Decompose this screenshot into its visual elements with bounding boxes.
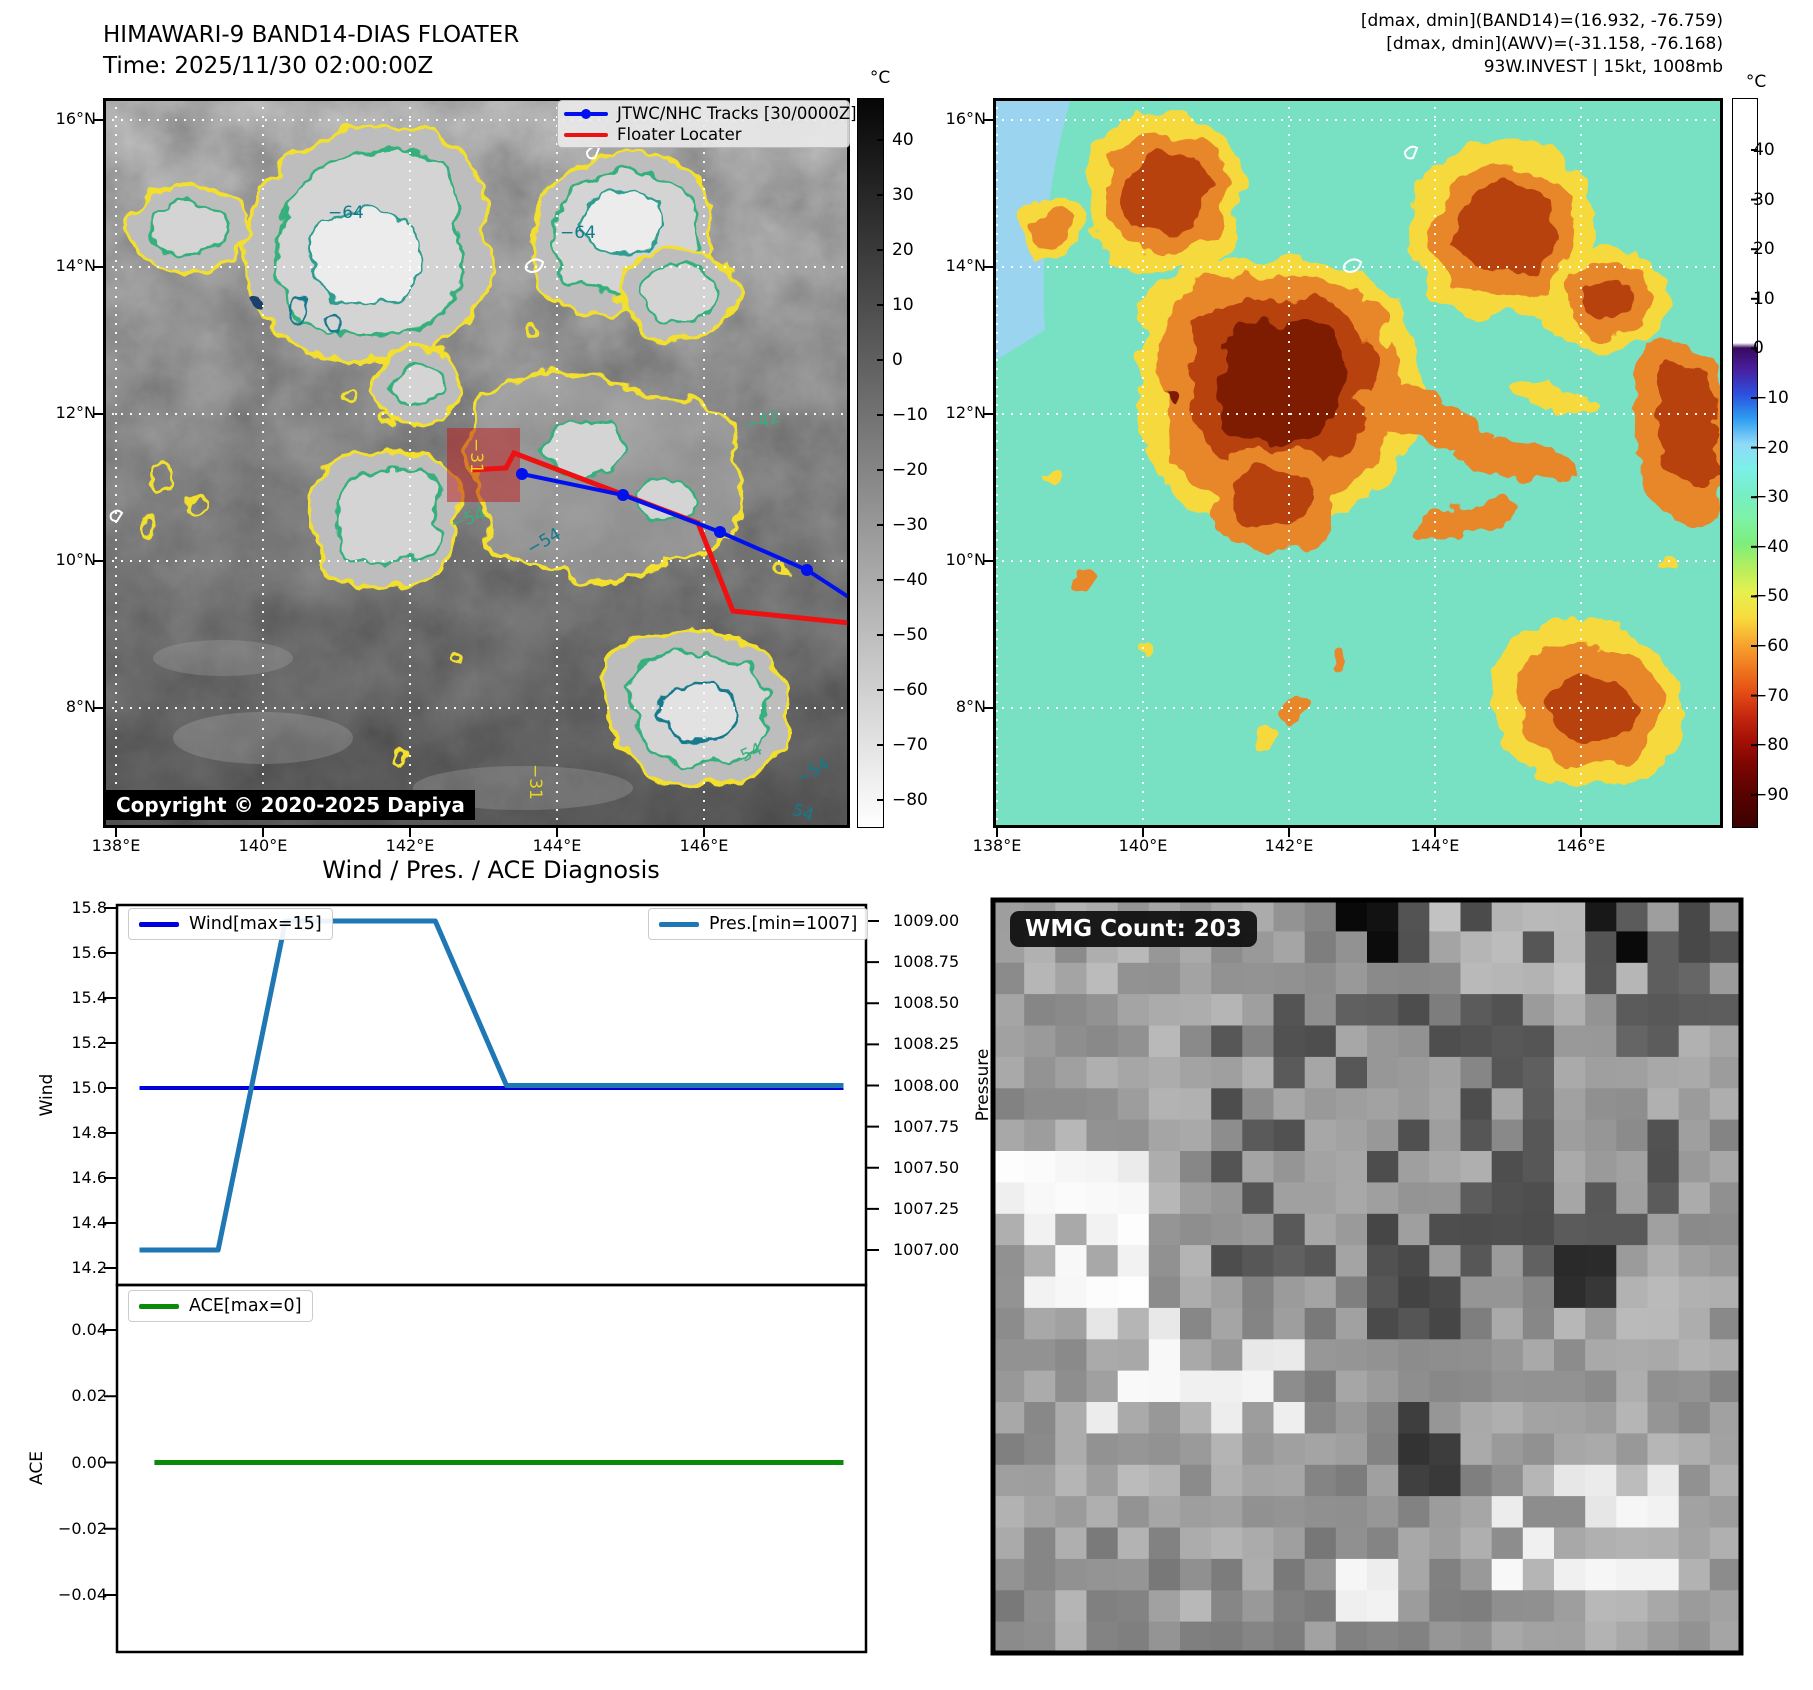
floater-locater-track [470, 449, 850, 626]
right-satellite-map [993, 98, 1723, 828]
jtwc-nhc-track [516, 468, 850, 600]
wind-swatch-icon [139, 921, 179, 927]
wmg-pixel-image [993, 900, 1742, 1654]
ace-axes [115, 1283, 868, 1654]
left-colorbar-unit: °C [869, 68, 891, 88]
copyright-label: Copyright © 2020-2025 Dapiya [106, 790, 475, 820]
left-map-border [103, 98, 850, 828]
ace-axis-label: ACE [27, 1451, 47, 1485]
right-map-header-line3: 93W.INVEST | 15kt, 1008mb [1483, 57, 1723, 77]
legend-row-jtwc-tracks: JTWC/NHC Tracks [30/0000Z] [564, 103, 857, 124]
diagnosis-chart-title: Wind / Pres. / ACE Diagnosis [322, 856, 660, 884]
legend-row-floater: Floater Locater [564, 124, 843, 145]
pressure-legend: Pres.[min=1007] [648, 908, 869, 940]
wind-pressure-axes [115, 903, 868, 1287]
pressure-swatch-icon [659, 921, 699, 927]
floater-swatch-icon [564, 128, 608, 142]
wind-legend: Wind[max=15] [128, 908, 333, 940]
left-map-title: HIMAWARI-9 BAND14-DIAS FLOATER Time: 202… [103, 20, 519, 82]
svg-text:−31: −31 [525, 764, 545, 800]
right-colorbar [1732, 98, 1758, 828]
legend-label-jtwc: JTWC/NHC Tracks [30/0000Z] [617, 104, 857, 123]
left-map-title-line1: HIMAWARI-9 BAND14-DIAS FLOATER [103, 22, 520, 48]
left-map-time: Time: 2025/11/30 02:00:00Z [103, 53, 434, 79]
legend-label-floater: Floater Locater [617, 125, 742, 144]
map-axis-ticks [94, 119, 1582, 837]
wmg-panel-border [990, 897, 1744, 1656]
cloud-contours [126, 123, 791, 787]
svg-text:−31: −31 [466, 438, 486, 474]
chart-series-lines [139, 918, 844, 1465]
wind-axis-label: Wind [37, 1073, 57, 1117]
wind-legend-label: Wind[max=15] [189, 914, 322, 934]
left-colorbar [857, 98, 884, 828]
right-map-header-line1: [dmax, dmin](BAND14)=(16.932, -76.759) [1360, 11, 1723, 31]
chart-axis-ticks [104, 907, 879, 1596]
left-map-legend: JTWC/NHC Tracks [30/0000Z] Floater Locat… [557, 100, 857, 148]
svg-text:−64: −64 [328, 203, 364, 223]
island-outlines-right [1342, 145, 1419, 274]
pressure-axis-label: Pressure [973, 1048, 993, 1122]
right-map-header: [dmax, dmin](BAND14)=(16.932, -76.759) [… [1123, 10, 1723, 79]
svg-text:−64: −64 [560, 223, 596, 243]
ace-swatch-icon [139, 1303, 179, 1309]
colorbar-ticks [877, 139, 1758, 801]
right-map-header-line2: [dmax, dmin](AWV)=(-31.158, -76.168) [1386, 34, 1723, 54]
jtwc-track-swatch-icon [564, 107, 608, 121]
wmg-count-badge: WMG Count: 203 [1010, 911, 1257, 947]
series-pressure [139, 918, 844, 1253]
ace-legend-label: ACE[max=0] [189, 1296, 302, 1316]
cold-cloud-blobs [1015, 113, 1723, 786]
pressure-legend-label: Pres.[min=1007] [709, 914, 858, 934]
ace-legend: ACE[max=0] [128, 1290, 313, 1322]
right-map-border [993, 98, 1723, 828]
right-colorbar-unit: °C [1745, 72, 1767, 92]
island-outlines [109, 145, 601, 523]
